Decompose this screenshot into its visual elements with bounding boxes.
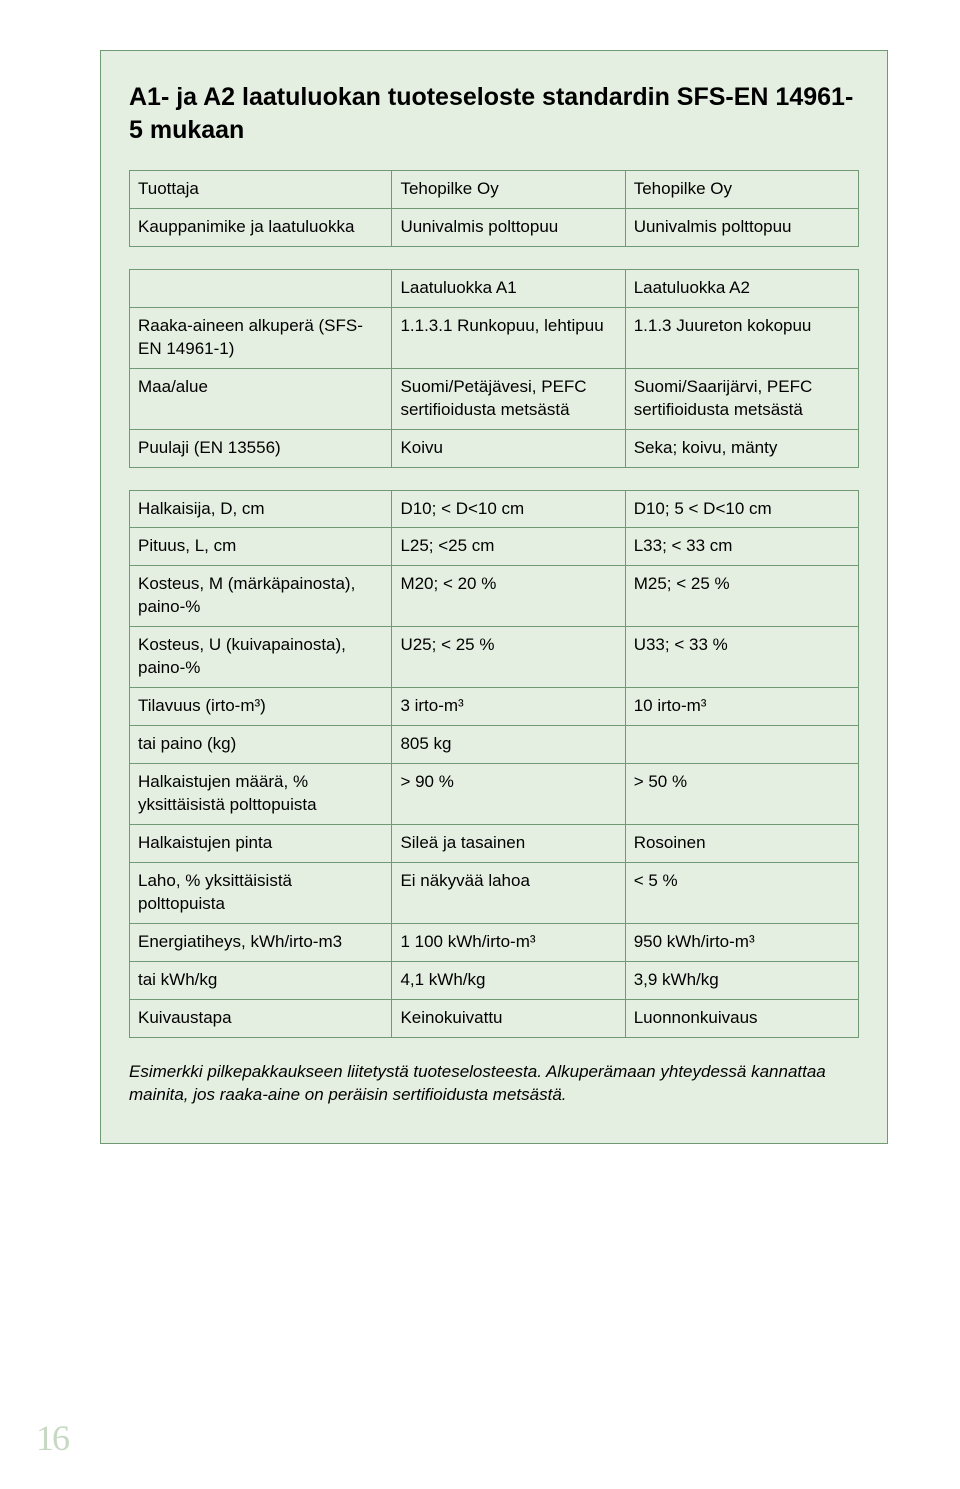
cell-value: Suomi/Petäjävesi, PEFC sertifioidusta me…	[392, 368, 625, 429]
cell-value: Sileä ja tasainen	[392, 824, 625, 862]
cell-value: Suomi/Saarijärvi, PEFC sertifioidusta me…	[625, 368, 858, 429]
table-row: Laatuluokka A1 Laatuluokka A2	[130, 269, 859, 307]
table-specs: Halkaisija, D, cm D10; < D<10 cm D10; 5 …	[129, 490, 859, 1038]
table-producer: Tuottaja Tehopilke Oy Tehopilke Oy Kaupp…	[129, 170, 859, 247]
cell-label: Tilavuus (irto-m³)	[130, 688, 392, 726]
table-row: Raaka-aineen alkuperä (SFS-EN 14961-1) 1…	[130, 307, 859, 368]
cell-value: Seka; koivu, mänty	[625, 429, 858, 467]
table-class: Laatuluokka A1 Laatuluokka A2 Raaka-aine…	[129, 269, 859, 468]
table-row: tai paino (kg) 805 kg	[130, 726, 859, 764]
table-row: Kuivaustapa Keinokuivattu Luonnonkuivaus	[130, 999, 859, 1037]
cell-label: Puulaji (EN 13556)	[130, 429, 392, 467]
cell-label	[130, 269, 392, 307]
cell-value: M25; < 25 %	[625, 566, 858, 627]
cell-value: 1.1.3 Juureton kokopuu	[625, 307, 858, 368]
cell-label: Halkaistujen pinta	[130, 824, 392, 862]
cell-value: D10; < D<10 cm	[392, 490, 625, 528]
cell-label: Raaka-aineen alkuperä (SFS-EN 14961-1)	[130, 307, 392, 368]
table-row: tai kWh/kg 4,1 kWh/kg 3,9 kWh/kg	[130, 961, 859, 999]
cell-value: 3,9 kWh/kg	[625, 961, 858, 999]
cell-value: 1.1.3.1 Runkopuu, lehtipuu	[392, 307, 625, 368]
cell-value: 10 irto-m³	[625, 688, 858, 726]
cell-value: Tehopilke Oy	[392, 171, 625, 209]
cell-label: Kosteus, U (kuivapainosta), paino-%	[130, 627, 392, 688]
table-row: Kauppanimike ja laatuluokka Uunivalmis p…	[130, 208, 859, 246]
cell-label: Pituus, L, cm	[130, 528, 392, 566]
table-row: Tilavuus (irto-m³) 3 irto-m³ 10 irto-m³	[130, 688, 859, 726]
cell-value: Keinokuivattu	[392, 999, 625, 1037]
cell-value: Tehopilke Oy	[625, 171, 858, 209]
cell-value: Laatuluokka A2	[625, 269, 858, 307]
cell-label: Kuivaustapa	[130, 999, 392, 1037]
cell-value: U33; < 33 %	[625, 627, 858, 688]
cell-label: Halkaistujen määrä, % yksittäisistä polt…	[130, 764, 392, 825]
cell-value: D10; 5 < D<10 cm	[625, 490, 858, 528]
cell-value: < 5 %	[625, 862, 858, 923]
table-row: Halkaistujen pinta Sileä ja tasainen Ros…	[130, 824, 859, 862]
cell-label: Tuottaja	[130, 171, 392, 209]
cell-value: Uunivalmis polttopuu	[392, 208, 625, 246]
cell-value	[625, 726, 858, 764]
cell-label: Laho, % yksittäisistä polttopuista	[130, 862, 392, 923]
cell-value: L25; <25 cm	[392, 528, 625, 566]
cell-value: 3 irto-m³	[392, 688, 625, 726]
cell-value: Luonnonkuivaus	[625, 999, 858, 1037]
table-row: Tuottaja Tehopilke Oy Tehopilke Oy	[130, 171, 859, 209]
cell-value: > 50 %	[625, 764, 858, 825]
cell-value: 805 kg	[392, 726, 625, 764]
table-row: Energiatiheys, kWh/irto-m3 1 100 kWh/irt…	[130, 923, 859, 961]
cell-value: Rosoinen	[625, 824, 858, 862]
table-row: Pituus, L, cm L25; <25 cm L33; < 33 cm	[130, 528, 859, 566]
table-row: Kosteus, U (kuivapainosta), paino-% U25;…	[130, 627, 859, 688]
cell-label: Halkaisija, D, cm	[130, 490, 392, 528]
cell-value: 950 kWh/irto-m³	[625, 923, 858, 961]
cell-value: > 90 %	[392, 764, 625, 825]
table-row: Halkaistujen määrä, % yksittäisistä polt…	[130, 764, 859, 825]
cell-label: Maa/alue	[130, 368, 392, 429]
table-row: Halkaisija, D, cm D10; < D<10 cm D10; 5 …	[130, 490, 859, 528]
table-row: Kosteus, M (märkäpainosta), paino-% M20;…	[130, 566, 859, 627]
table-row: Laho, % yksittäisistä polttopuista Ei nä…	[130, 862, 859, 923]
table-caption: Esimerkki pilkepakkaukseen liitetystä tu…	[129, 1060, 859, 1108]
cell-value: 1 100 kWh/irto-m³	[392, 923, 625, 961]
cell-value: U25; < 25 %	[392, 627, 625, 688]
cell-value: M20; < 20 %	[392, 566, 625, 627]
table-row: Puulaji (EN 13556) Koivu Seka; koivu, mä…	[130, 429, 859, 467]
cell-label: Kosteus, M (märkäpainosta), paino-%	[130, 566, 392, 627]
cell-value: Uunivalmis polttopuu	[625, 208, 858, 246]
content-panel: A1- ja A2 laatuluokan tuoteseloste stand…	[100, 50, 888, 1144]
table-row: Maa/alue Suomi/Petäjävesi, PEFC sertifio…	[130, 368, 859, 429]
cell-value: L33; < 33 cm	[625, 528, 858, 566]
page-number: 16	[36, 1417, 68, 1459]
cell-value: 4,1 kWh/kg	[392, 961, 625, 999]
panel-heading: A1- ja A2 laatuluokan tuoteseloste stand…	[129, 81, 859, 146]
cell-value: Laatuluokka A1	[392, 269, 625, 307]
cell-label: Kauppanimike ja laatuluokka	[130, 208, 392, 246]
cell-label: tai paino (kg)	[130, 726, 392, 764]
cell-label: tai kWh/kg	[130, 961, 392, 999]
cell-value: Ei näkyvää lahoa	[392, 862, 625, 923]
cell-label: Energiatiheys, kWh/irto-m3	[130, 923, 392, 961]
cell-value: Koivu	[392, 429, 625, 467]
page: A1- ja A2 laatuluokan tuoteseloste stand…	[0, 0, 960, 1489]
